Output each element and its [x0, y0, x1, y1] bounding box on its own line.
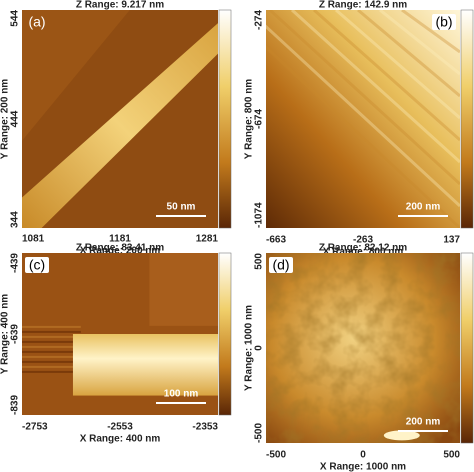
afm-fiber — [22, 23, 218, 228]
y-tick-label: -500 — [254, 423, 265, 443]
x-tick-label: 0 — [360, 450, 366, 461]
afm-stripe — [266, 24, 460, 208]
x-tick-label: -500 — [266, 450, 286, 461]
color-bar — [218, 9, 232, 229]
label-box — [25, 257, 49, 273]
x-tick-label: -2753 — [22, 422, 48, 433]
color-bar — [460, 9, 474, 229]
afm-streak — [22, 355, 81, 358]
x-tick-label: 1081 — [22, 234, 45, 245]
x-tick-label: 1181 — [109, 234, 131, 245]
afm-stripe — [401, 10, 460, 54]
x-tick-label: -2553 — [107, 422, 133, 433]
y-tick-label: 0 — [254, 345, 265, 351]
afm-streak — [22, 340, 81, 343]
afm-terrace — [149, 253, 218, 326]
y-range: Y Range: 400 nm — [0, 294, 11, 375]
y-tick-label: 500 — [254, 253, 265, 270]
label-box — [432, 14, 456, 30]
panel-label: (d) — [272, 257, 289, 273]
afm-stripe — [290, 10, 460, 164]
afm-streak — [22, 335, 81, 338]
y-range: Y Range: 800 nm — [244, 79, 255, 160]
y-tick-label: 444 — [10, 110, 21, 127]
x-tick-label: -2353 — [192, 422, 218, 433]
z-range: Z Range: 83.41 nm — [76, 243, 164, 254]
y-tick-label: 544 — [10, 10, 21, 27]
afm-image — [266, 10, 460, 228]
afm-stripe — [379, 10, 460, 76]
y-range: Y Range: 200 nm — [0, 79, 11, 160]
y-tick-label: -639 — [10, 324, 21, 344]
afm-streak — [22, 360, 81, 363]
label-box — [269, 257, 293, 273]
afm-stripe — [335, 10, 460, 120]
x-tick-label: 1281 — [196, 234, 219, 245]
afm-stripe — [357, 10, 460, 98]
afm-streak — [22, 345, 81, 348]
y-tick-label: 344 — [10, 211, 21, 228]
afm-streak — [22, 330, 81, 333]
color-bar — [460, 252, 474, 444]
afm-block — [72, 334, 218, 396]
x-tick-label: -663 — [266, 235, 286, 246]
y-tick-label: -674 — [254, 109, 265, 129]
afm-image — [22, 10, 218, 228]
afm-panel: Z Range: 83.41 nm (c) -2753 -439 -2553 -639 -2… — [0, 243, 232, 445]
panel-label: (b) — [435, 14, 452, 30]
y-range: Y Range: 1000 nm — [244, 305, 255, 391]
afm-image — [266, 253, 460, 443]
x-range: X Range: 200 nm — [80, 246, 161, 257]
afm-streak — [22, 350, 81, 353]
z-range: Z Range: 142.9 nm — [319, 0, 407, 11]
x-range: X Range: 800 nm — [323, 247, 404, 258]
afm-stripe — [268, 10, 460, 186]
afm-streak — [22, 365, 81, 368]
afm-stripe — [266, 45, 460, 228]
scale-bar-label: 50 nm — [167, 202, 196, 213]
panel-label: (a) — [28, 14, 45, 30]
color-bar — [218, 252, 232, 416]
afm-background — [266, 10, 460, 228]
z-range: Z Range: 9.217 nm — [76, 0, 164, 11]
x-tick-label: 500 — [443, 450, 460, 461]
y-tick-label: -439 — [10, 253, 21, 273]
scale-bar-label: 200 nm — [406, 417, 441, 428]
afm-shade — [22, 10, 130, 141]
z-range: Z Range: 82.12 nm — [319, 243, 407, 254]
scale-bar-label: 100 nm — [164, 389, 199, 400]
afm-image — [22, 253, 218, 415]
y-tick-label: -1074 — [254, 202, 265, 228]
afm-panel: Z Range: 82.12 nm (d) -500 500 0 0 500 -500 X Ra… — [244, 243, 474, 472]
x-range: X Range: 400 nm — [80, 434, 161, 445]
afm-stripe — [313, 10, 460, 142]
scale-bar-label: 200 nm — [406, 202, 441, 213]
afm-texture — [266, 253, 460, 443]
x-tick-label: 137 — [443, 235, 460, 246]
panel-label: (c) — [29, 257, 45, 273]
y-tick-label: -274 — [254, 10, 265, 30]
afm-panel: Z Range: 142.9 nm (b) -663 -274 -263 -674 137 -… — [244, 0, 474, 258]
afm-streak — [22, 325, 81, 328]
afm-streak — [22, 370, 81, 373]
afm-bright-spot — [383, 430, 420, 441]
afm-panel: Z Range: 9.217 nm (a) 1081 544 1181 444 1281 34… — [0, 0, 232, 257]
x-range: X Range: 1000 nm — [320, 462, 406, 472]
y-tick-label: -839 — [10, 395, 21, 415]
x-tick-label: -263 — [353, 235, 373, 246]
